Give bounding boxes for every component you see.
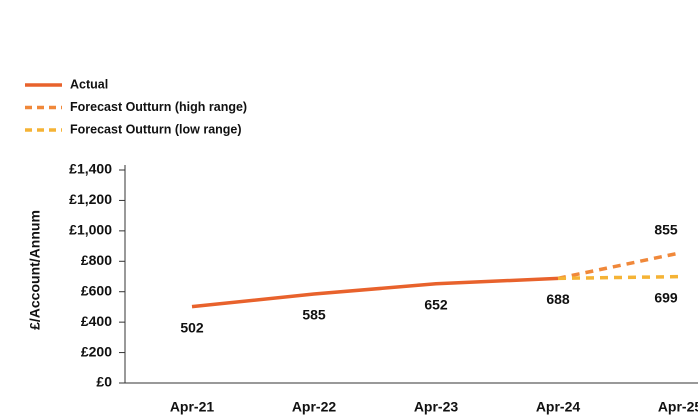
- x-tick-label: Apr-21: [170, 399, 215, 415]
- data-label: 585: [302, 307, 326, 323]
- data-label: 688: [546, 291, 570, 307]
- data-label: 652: [424, 297, 448, 313]
- data-label: 502: [180, 319, 204, 335]
- y-tick-label: £800: [81, 252, 112, 268]
- y-tick-label: £1,200: [69, 191, 112, 207]
- y-tick-label: £1,400: [69, 161, 112, 177]
- legend-label: Forecast Outturn (high range): [70, 100, 247, 114]
- y-tick-label: £600: [81, 282, 112, 298]
- legend-label: Forecast Outturn (low range): [70, 122, 242, 136]
- series-line: [557, 251, 681, 281]
- y-tick-label: £200: [81, 343, 112, 359]
- series-line: [557, 274, 681, 281]
- x-tick-label: Apr-25: [658, 399, 698, 415]
- y-tick-label: £400: [81, 313, 112, 329]
- legend-label: Actual: [70, 77, 108, 91]
- data-label: 855: [654, 222, 678, 238]
- x-tick-label: Apr-22: [292, 399, 337, 415]
- y-tick-label: £1,000: [69, 222, 112, 238]
- data-label: 699: [654, 289, 678, 305]
- x-tick-label: Apr-24: [536, 399, 581, 415]
- x-tick-label: Apr-23: [414, 399, 459, 415]
- y-tick-label: £0: [96, 374, 112, 390]
- series-line: [191, 276, 559, 309]
- y-axis-label: £/Account/Annum: [27, 210, 43, 330]
